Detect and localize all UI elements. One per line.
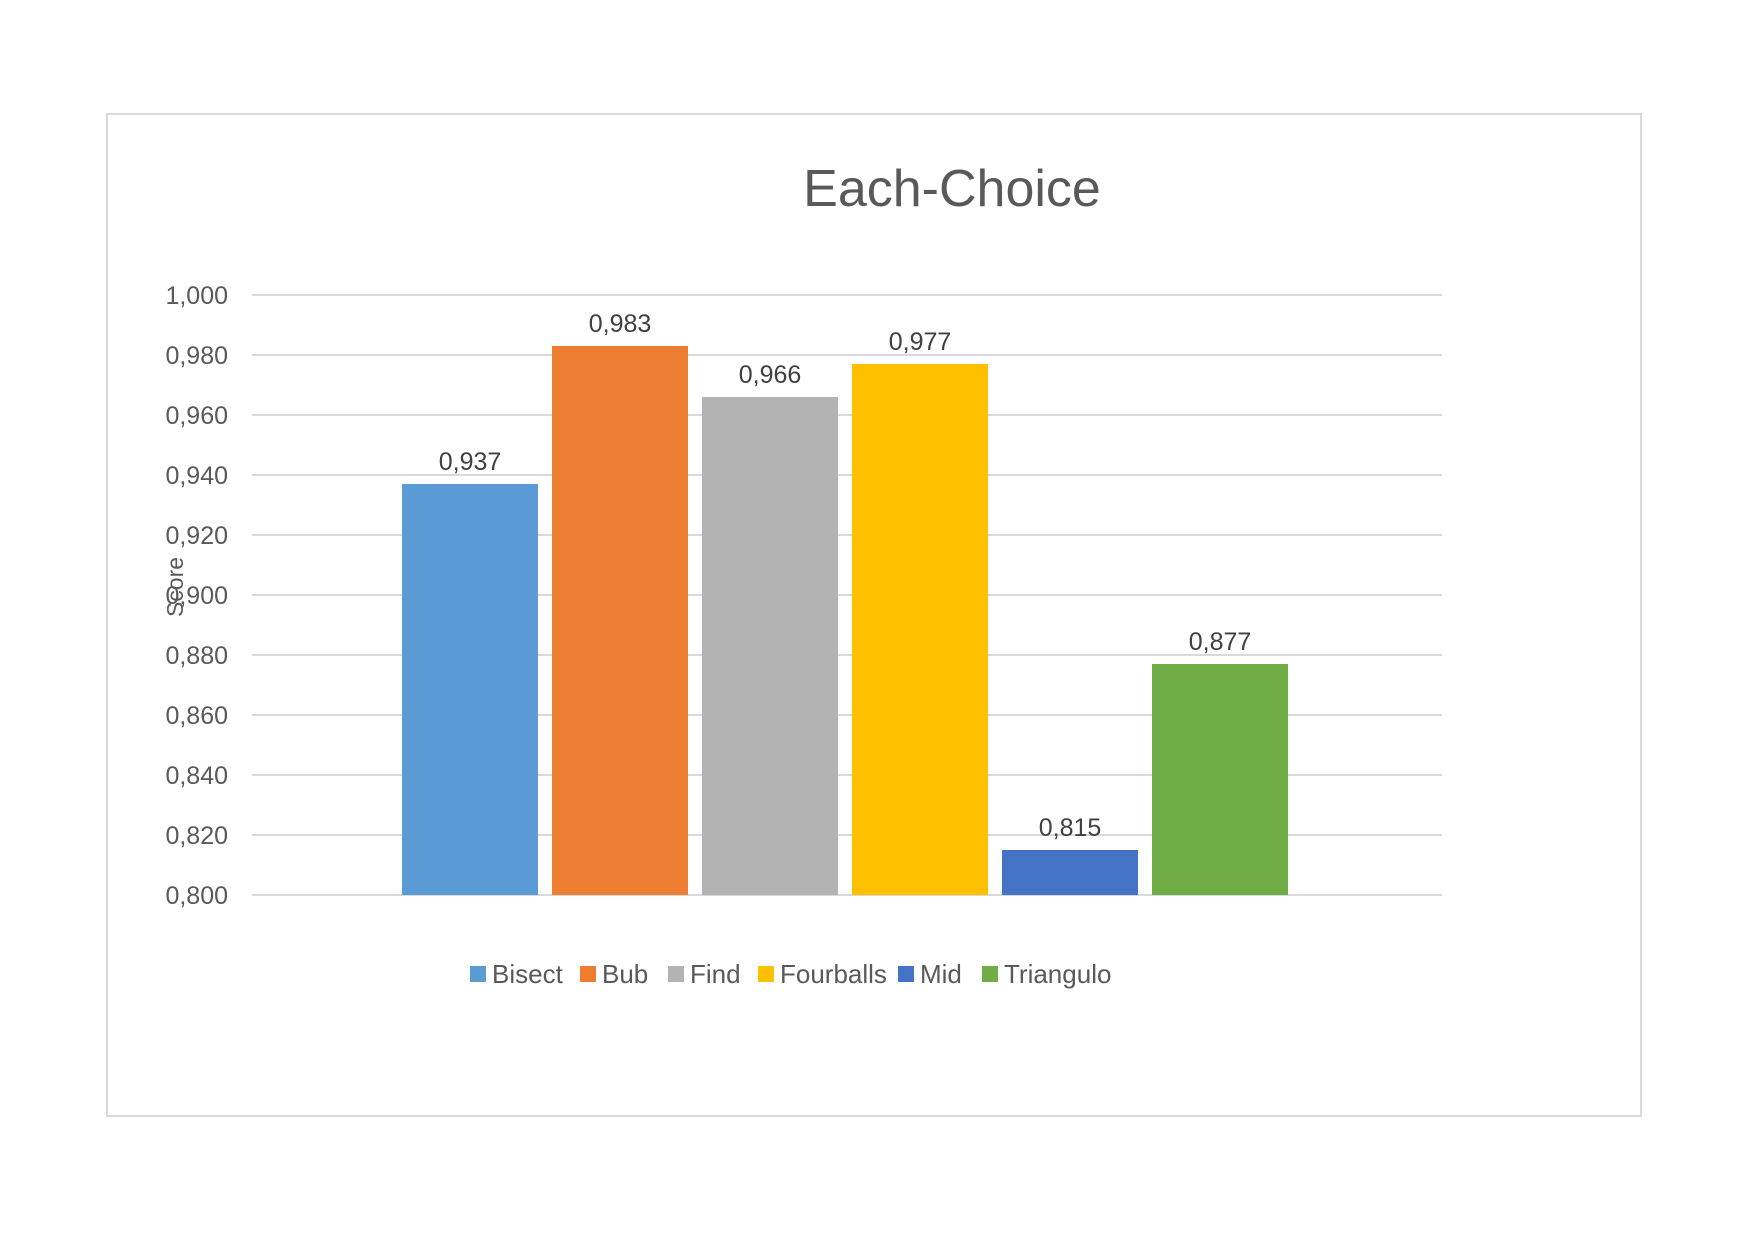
y-tick-label: 0,860 (165, 702, 228, 730)
legend-swatch-bisect (470, 966, 486, 982)
chart-title: Each-Choice (803, 160, 1101, 218)
legend-label-fourballs: Fourballs (780, 959, 887, 989)
bar-mid (1002, 850, 1138, 895)
y-tick-label: 0,840 (165, 762, 228, 790)
chart-frame: Each-Choice 1,000 0,980 0,960 0,940 0,920 0,9… (106, 113, 1642, 1117)
y-tick-label: 0,980 (165, 342, 228, 370)
chart-svg: Each-Choice 1,000 0,980 0,960 0,940 0,920 0,9… (162, 160, 1442, 989)
legend-swatch-fourballs (758, 966, 774, 982)
legend-label-bisect: Bisect (492, 959, 564, 989)
data-label-bub: 0,983 (589, 310, 652, 338)
bar-find (702, 397, 838, 895)
y-tick-label: 0,960 (165, 402, 228, 430)
legend-label-mid: Mid (920, 959, 962, 989)
y-tick-label: 0,800 (165, 882, 228, 910)
bar-fourballs (852, 364, 988, 895)
data-label-fourballs: 0,977 (889, 328, 952, 356)
data-label-bisect: 0,937 (439, 448, 502, 476)
legend-swatch-mid (898, 966, 914, 982)
bars (402, 346, 1288, 895)
legend-swatch-triangulo (982, 966, 998, 982)
legend-label-triangulo: Triangulo (1004, 959, 1111, 989)
legend-label-find: Find (690, 959, 741, 989)
y-axis-title: Score (162, 557, 188, 617)
y-tick-label: 0,920 (165, 522, 228, 550)
legend-label-bub: Bub (602, 959, 648, 989)
data-label-mid: 0,815 (1039, 814, 1102, 842)
legend: Bisect Bub Find Fourballs Mid Triangulo (470, 959, 1111, 989)
bar-triangulo (1152, 664, 1288, 895)
legend-swatch-find (668, 966, 684, 982)
data-label-find: 0,966 (739, 361, 802, 389)
y-tick-label: 1,000 (165, 282, 228, 310)
y-tick-label: 0,900 (165, 582, 228, 610)
y-tick-label: 0,880 (165, 642, 228, 670)
bar-bub (552, 346, 688, 895)
data-labels: 0,937 0,983 0,966 0,977 0,815 0,877 (439, 310, 1252, 842)
y-axis-ticks: 1,000 0,980 0,960 0,940 0,920 0,900 0,880 0,860… (165, 282, 228, 910)
y-tick-label: 0,940 (165, 462, 228, 490)
data-label-triangulo: 0,877 (1189, 628, 1252, 656)
legend-swatch-bub (580, 966, 596, 982)
bar-bisect (402, 484, 538, 895)
y-tick-label: 0,820 (165, 822, 228, 850)
